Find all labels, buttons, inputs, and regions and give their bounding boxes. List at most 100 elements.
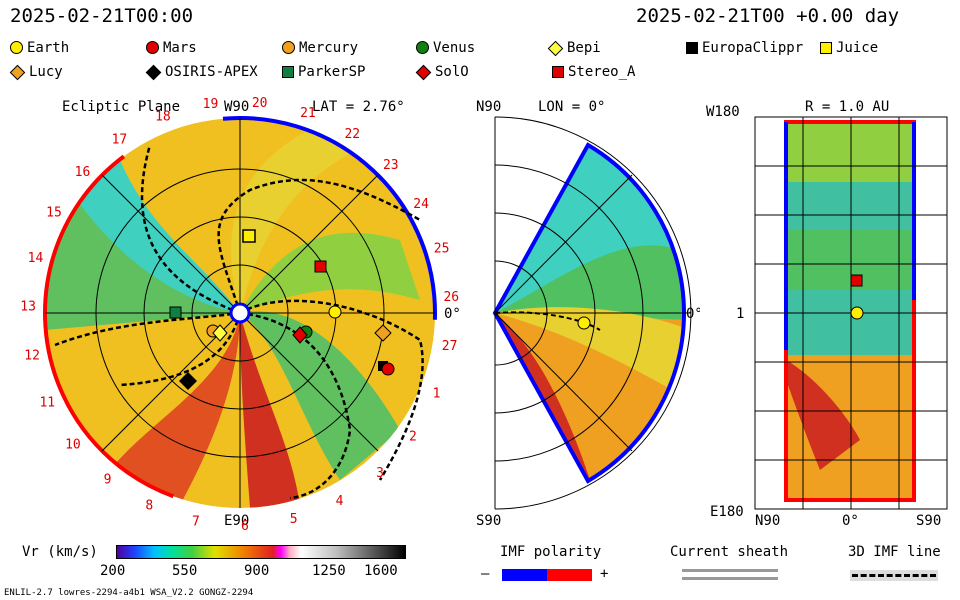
legend-item-label: ParkerSP <box>298 64 366 80</box>
current-sheath-label: Current sheath <box>670 544 789 560</box>
imf-line-sample <box>850 570 938 581</box>
footer-model-info: ENLIL-2.7 lowres-2294-a4b1 WSA_V2.2 GONG… <box>4 588 254 598</box>
sector-label: 2 <box>409 430 417 445</box>
sector-label: 22 <box>344 127 360 142</box>
sector-label: 16 <box>75 165 91 180</box>
square-icon <box>820 42 832 54</box>
legend-item-label: Juice <box>836 40 879 56</box>
sector-label: 15 <box>46 205 62 220</box>
radial-mid-left-label: 1 <box>736 306 744 322</box>
legend-item-label: Lucy <box>29 64 63 80</box>
diamond-icon <box>415 64 432 81</box>
legend-item-osiris-apex: OSIRIS-APEX <box>145 64 258 81</box>
current-sheath-line-2 <box>682 577 778 580</box>
sector-labels: 19 20212223242526271234567891011121314151… <box>20 96 459 534</box>
sector-label: 17 <box>112 133 128 148</box>
legend-item-juice: Juice <box>820 40 878 56</box>
datetime-right: 2025-02-21T00 +0.00 day <box>636 5 900 27</box>
colorbar-tick-1250: 1250 <box>312 563 346 579</box>
sector-label: 20 <box>252 96 268 111</box>
legend-item-label: Stereo_A <box>568 64 636 80</box>
ecliptic-title: Ecliptic Plane <box>62 99 180 115</box>
legend-item-label: EuropaClippr <box>702 40 804 56</box>
legend-item-mars: Mars <box>146 40 197 56</box>
meridional-panel: N90 LON = 0° S90 0° <box>476 99 700 529</box>
legend-item-label: Earth <box>27 40 70 56</box>
ecliptic-bottom-label: E90 <box>224 513 249 529</box>
sector-label: 6 <box>241 519 249 534</box>
sector-label: 14 <box>28 251 44 266</box>
legend-item-stereo-a: Stereo_A <box>552 64 635 80</box>
imf-polarity-plus: + <box>600 566 609 582</box>
radial-bottom-left-label: E180 <box>710 504 744 520</box>
circle-icon <box>146 41 159 54</box>
colorbar-tick-1600: 1600 <box>364 563 398 579</box>
sector-label: 21 <box>300 106 316 121</box>
current-sheath-line-1 <box>682 569 778 572</box>
sector-label: 3 <box>376 466 384 481</box>
sector-label: 23 <box>383 158 399 173</box>
sector-label: 5 <box>290 512 298 527</box>
circle-icon <box>416 41 429 54</box>
ecliptic-top-label: W90 <box>224 99 249 115</box>
diamond-icon <box>9 64 26 81</box>
meridional-title: LON = 0° <box>538 99 605 115</box>
datetime-left: 2025-02-21T00:00 <box>10 5 194 27</box>
ecliptic-lat-label: LAT = 2.76° <box>312 99 405 115</box>
legend-item-lucy: Lucy <box>9 64 63 81</box>
meridional-right-label: 0° <box>686 306 700 322</box>
circle-icon <box>10 41 23 54</box>
radial-bottom-s90: S90 <box>916 513 941 529</box>
legend-item-parkersp: ParkerSP <box>282 64 365 80</box>
sector-label: 8 <box>145 499 153 514</box>
legend-item-label: SolO <box>435 64 469 80</box>
square-icon <box>552 66 564 78</box>
radial-bottom-n90: N90 <box>755 513 780 529</box>
sector-label: 13 <box>20 300 36 315</box>
legend-item-label: Mars <box>163 40 197 56</box>
legend-item-label: OSIRIS-APEX <box>165 64 258 80</box>
sector-label: 26 <box>443 290 459 305</box>
circle-icon <box>282 41 295 54</box>
radial-panel: W180 R = 1.0 AU 1 E180 N90 0° S90 <box>706 99 948 529</box>
meridional-bottom-label: S90 <box>476 513 501 529</box>
colorbar-label: Vr (km/s) <box>22 544 98 560</box>
imf-polarity-minus: – <box>481 566 490 582</box>
diamond-icon <box>145 64 162 81</box>
legend-item-label: Mercury <box>299 40 359 56</box>
sector-label: 10 <box>65 438 81 453</box>
legend-item-earth: Earth <box>10 40 69 56</box>
colorbar-gradient <box>116 545 406 559</box>
imf-polarity-positive-swatch <box>547 569 592 581</box>
legend-item-venus: Venus <box>416 40 475 56</box>
ecliptic-right-label: 0° <box>444 306 461 322</box>
radial-title: R = 1.0 AU <box>805 99 889 115</box>
sector-label: 12 <box>24 349 40 364</box>
meridional-top-label: N90 <box>476 99 501 115</box>
ecliptic-bodies <box>169 229 395 390</box>
sector-label: 9 <box>104 473 112 488</box>
sector-label: 24 <box>413 197 429 212</box>
radial-bottom-0: 0° <box>842 513 859 529</box>
legend-item-mercury: Mercury <box>282 40 358 56</box>
imf-polarity-label: IMF polarity <box>500 544 602 560</box>
legend-item-label: Bepi <box>567 40 601 56</box>
square-icon <box>686 42 698 54</box>
sector-label: 19 <box>203 97 219 112</box>
legend-item-europaclippr: EuropaClippr <box>686 40 803 56</box>
sector-label: 11 <box>39 396 55 411</box>
sector-label: 1 <box>433 386 441 401</box>
colorbar-tick-550: 550 <box>172 563 198 579</box>
square-icon <box>282 66 294 78</box>
ecliptic-plane-panel: Ecliptic Plane W90 LAT = 2.76° E90 0° 19… <box>20 96 461 534</box>
imf-line-label: 3D IMF line <box>848 544 941 560</box>
sector-label: 27 <box>442 339 458 354</box>
colorbar-tick-200: 200 <box>100 563 126 579</box>
sector-label: 4 <box>336 494 344 509</box>
diamond-icon <box>547 40 564 57</box>
legend-item-bepi: Bepi <box>547 40 601 57</box>
colorbar-tick-900: 900 <box>244 563 270 579</box>
imf-polarity-negative-swatch <box>502 569 547 581</box>
legend-item-solo: SolO <box>415 64 469 81</box>
sector-label: 25 <box>434 242 450 257</box>
